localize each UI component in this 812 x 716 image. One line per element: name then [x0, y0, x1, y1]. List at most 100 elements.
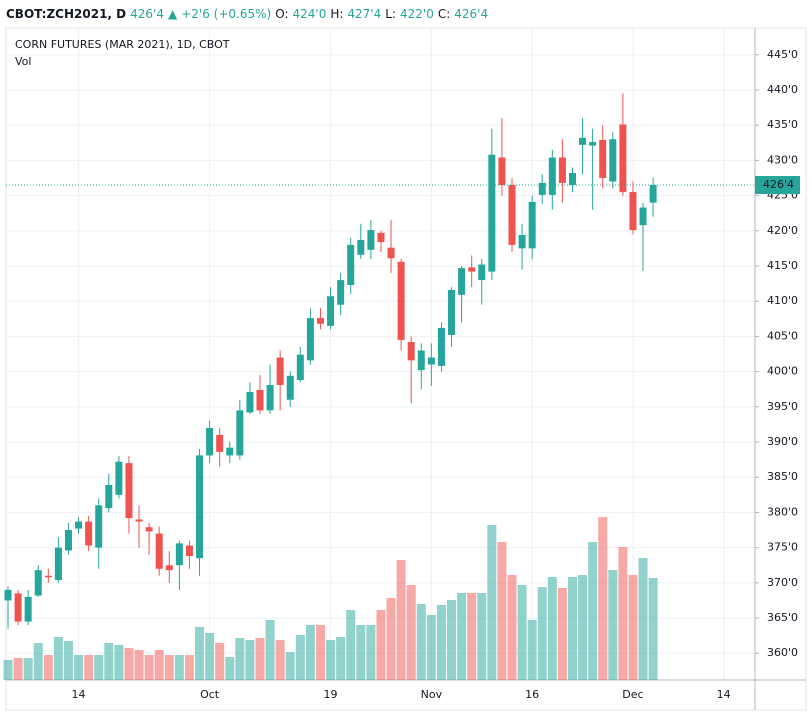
volume-bar [376, 610, 386, 680]
volume-bar [578, 575, 588, 680]
x-tick-label: 19 [324, 688, 338, 701]
candle-body [165, 565, 173, 571]
volume-bar [104, 643, 114, 680]
candle-body [216, 434, 224, 452]
y-tick-label: 405'0 [767, 329, 798, 342]
volume-bar [305, 625, 315, 680]
candle-body [548, 157, 556, 195]
candle-body [44, 575, 52, 578]
candle-body [236, 410, 244, 456]
x-tick-label: Nov [421, 688, 443, 701]
l: 422'0 [399, 7, 434, 21]
volume-bar [285, 652, 295, 680]
candle-body [488, 154, 496, 272]
o: 424'0 [292, 7, 327, 21]
volume-bar [134, 650, 144, 680]
x-tick-label: Dec [622, 688, 643, 701]
volume-bar [487, 525, 497, 680]
candle-body [316, 318, 324, 324]
volume-bar [457, 593, 467, 680]
y-tick-label: 430'0 [767, 153, 798, 166]
volume-bar [3, 660, 13, 680]
volume-bar [53, 637, 63, 680]
volume-bar [588, 542, 598, 680]
candle-body [64, 530, 72, 551]
volume-bar [235, 638, 245, 680]
y-tick-label: 420'0 [767, 224, 798, 237]
y-tick-label: 360'0 [767, 646, 798, 659]
volume-bar [114, 645, 124, 680]
volume-bar [497, 542, 507, 680]
l-label: L: [385, 7, 396, 21]
candle-body [417, 350, 425, 371]
volume-bar [94, 655, 104, 680]
o-label: O: [275, 7, 289, 21]
volume-bar [527, 620, 537, 680]
y-tick-label: 445'0 [767, 48, 798, 61]
candle-body [538, 182, 546, 195]
volume-label: Vol [15, 55, 31, 68]
candle-body [135, 519, 143, 522]
volume-bar [144, 655, 154, 680]
volume-bar [517, 585, 527, 680]
candle-body [286, 375, 294, 400]
header: CBOT:ZCH2021, D 426'4 ▲ +2'6 (+0.65%) O:… [0, 0, 812, 28]
volume-bar [618, 547, 628, 680]
chart-frame [5, 27, 807, 711]
y-tick-label: 400'0 [767, 365, 798, 378]
candle-body [266, 384, 274, 411]
volume-bar [547, 577, 557, 680]
candle-body [95, 505, 103, 548]
y-tick-label: 385'0 [767, 470, 798, 483]
candle-body [105, 484, 113, 509]
candle-body [558, 157, 566, 183]
y-tick-label: 410'0 [767, 294, 798, 307]
candle-body [629, 192, 637, 231]
volume-bar [477, 593, 487, 680]
volume-bar [225, 657, 235, 680]
volume-bar [205, 633, 215, 680]
candle-body [327, 296, 335, 326]
candle-body [337, 280, 345, 305]
candle-body [185, 545, 193, 557]
candle-body [458, 268, 466, 295]
volume-bar [567, 577, 577, 680]
volume-bar [215, 643, 225, 680]
volume-bar [346, 610, 356, 680]
candle-body [589, 142, 597, 146]
candle-body [226, 447, 234, 456]
volume-bar [74, 655, 84, 680]
candle-body [649, 185, 657, 203]
candle-body [518, 235, 526, 249]
volume-bar [265, 620, 275, 680]
volume-bar [84, 655, 94, 680]
x-tick-label: 16 [525, 688, 539, 701]
volume-bar [154, 650, 164, 680]
x-tick-label: 14 [717, 688, 731, 701]
last: 426'4 [130, 7, 164, 21]
candle-body [246, 392, 254, 413]
candle-body [609, 139, 617, 182]
c: 426'4 [454, 7, 489, 21]
c-label: C: [437, 7, 451, 21]
volume-bar [275, 640, 285, 680]
volume-bar [436, 605, 446, 680]
candle-body [478, 264, 486, 281]
candle-body [448, 289, 456, 335]
candle-body [54, 547, 62, 581]
candle-body [579, 137, 587, 145]
candle-body [14, 593, 22, 622]
volume-bar [315, 625, 325, 680]
candle-body [468, 267, 476, 272]
candle-body [85, 521, 93, 546]
volume-bar [416, 604, 426, 680]
candle-body [206, 427, 214, 456]
candle-body [175, 543, 183, 566]
volume-bar [557, 588, 567, 680]
candle-body [427, 357, 435, 365]
volume-bar [426, 615, 436, 680]
volume-bar [195, 627, 205, 680]
h: 427'4 [347, 7, 382, 21]
